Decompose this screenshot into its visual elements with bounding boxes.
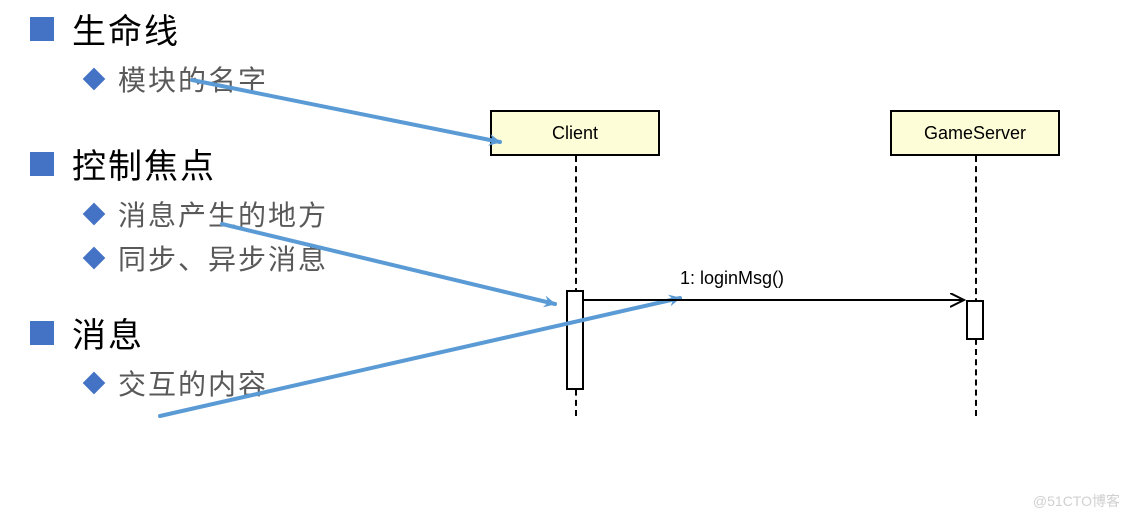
watermark-text: @51CTO博客 <box>1033 491 1120 511</box>
legend-item-focus: 控制焦点 <box>30 139 450 188</box>
lifeline-box-client: Client <box>490 110 660 156</box>
legend-sub-text: 交互的内容 <box>118 363 268 403</box>
activation-server <box>966 300 984 340</box>
square-bullet-icon <box>30 17 54 41</box>
legend-sub-text: 模块的名字 <box>118 59 268 99</box>
lifeline-dash-server <box>975 156 977 416</box>
legend-sub-row: 交互的内容 <box>86 363 450 403</box>
lifeline-label: Client <box>552 123 598 144</box>
legend-item-lifeline: 生命线 <box>30 4 450 53</box>
lifeline-label: GameServer <box>924 123 1026 144</box>
diamond-bullet-icon <box>83 247 106 270</box>
legend-panel: 生命线 模块的名字 控制焦点 消息产生的地方 同步、异步消息 消息 交互的内容 <box>30 0 450 407</box>
diamond-bullet-icon <box>83 68 106 91</box>
legend-sub-row: 模块的名字 <box>86 59 450 99</box>
sequence-diagram: Client GameServer 1: loginMsg() <box>470 110 1110 490</box>
lifeline-box-server: GameServer <box>890 110 1060 156</box>
legend-sub-row: 同步、异步消息 <box>86 238 450 278</box>
square-bullet-icon <box>30 321 54 345</box>
diamond-bullet-icon <box>83 203 106 226</box>
legend-item-message: 消息 <box>30 308 450 357</box>
legend-title: 生命线 <box>72 4 180 53</box>
message-label: 1: loginMsg() <box>680 268 784 289</box>
activation-client <box>566 290 584 390</box>
diamond-bullet-icon <box>83 372 106 395</box>
legend-title: 消息 <box>72 308 144 357</box>
legend-sub-text: 消息产生的地方 <box>118 194 328 234</box>
square-bullet-icon <box>30 152 54 176</box>
legend-sub-text: 同步、异步消息 <box>118 238 328 278</box>
legend-title: 控制焦点 <box>72 139 216 188</box>
legend-sub-row: 消息产生的地方 <box>86 194 450 234</box>
